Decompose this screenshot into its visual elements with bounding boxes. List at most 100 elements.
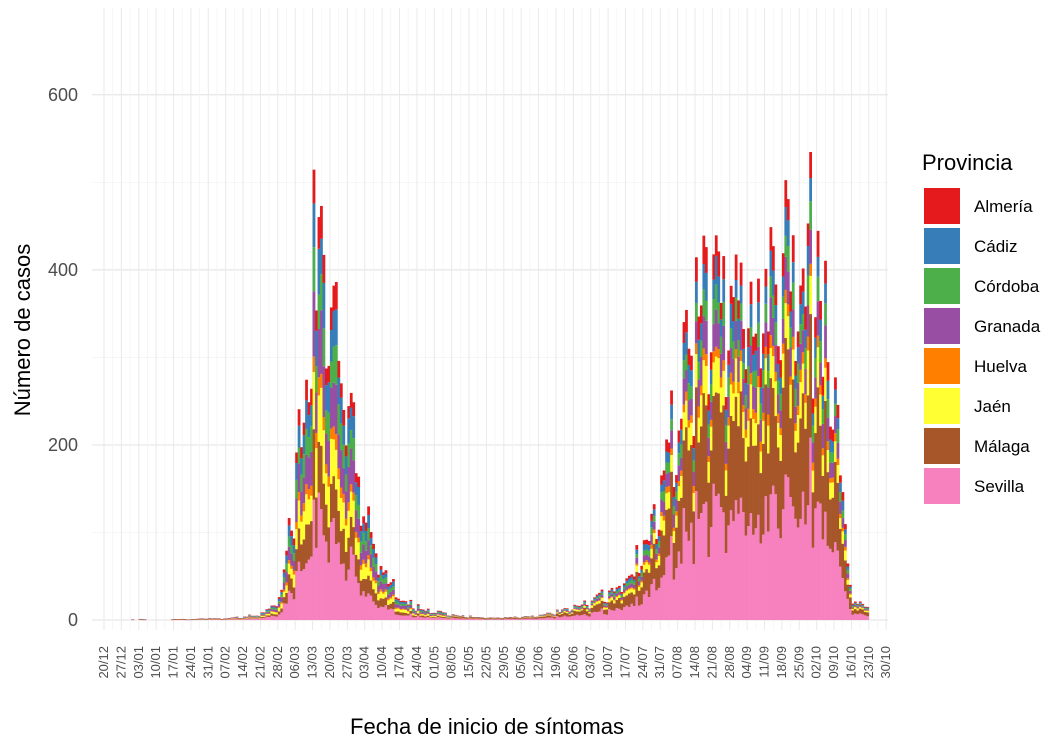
bar-segment xyxy=(665,493,668,510)
bar-segment xyxy=(277,603,281,608)
bar-segment xyxy=(620,610,624,620)
bar-segment xyxy=(650,548,654,559)
bar-segment xyxy=(595,594,599,596)
bar-segment xyxy=(699,513,703,620)
bar-segment xyxy=(824,283,827,304)
bar-segment xyxy=(712,254,716,280)
bar-segment xyxy=(836,550,840,620)
bar-segment xyxy=(379,565,383,570)
bar-segment xyxy=(650,584,654,620)
bar-segment xyxy=(585,607,589,610)
bar-segment xyxy=(672,496,676,507)
bar-segment xyxy=(826,441,830,450)
bar-segment xyxy=(831,429,835,442)
bar-segment xyxy=(762,333,765,354)
bar-segment xyxy=(411,609,415,611)
bar-segment xyxy=(506,618,510,620)
bar-segment xyxy=(585,615,589,620)
bar-segment xyxy=(426,611,430,614)
bar-segment xyxy=(672,579,676,620)
bar-segment xyxy=(553,616,557,619)
bar-segment xyxy=(352,554,356,620)
bar-segment xyxy=(791,235,795,263)
bar-segment xyxy=(272,614,276,617)
bar-segment xyxy=(354,495,358,511)
x-tick-label: 21/08 xyxy=(704,646,719,679)
bar-segment xyxy=(627,575,631,579)
bar-segment xyxy=(260,614,264,616)
bar-segment xyxy=(608,590,611,593)
bar-segment xyxy=(546,615,549,618)
bar-segment xyxy=(392,596,395,602)
bar-segment xyxy=(794,406,798,424)
bar-segment xyxy=(262,615,266,617)
bar-segment xyxy=(645,569,649,591)
bar-segment xyxy=(404,609,408,611)
bar-segment xyxy=(642,572,646,595)
bar-segment xyxy=(781,353,785,388)
bar-segment xyxy=(297,561,301,620)
bar-segment xyxy=(282,582,286,590)
bar-segment xyxy=(305,484,308,495)
bar-segment xyxy=(667,472,671,487)
bar-segment xyxy=(570,610,574,612)
bar-segment xyxy=(414,612,418,614)
bar-segment xyxy=(650,558,654,585)
bar-segment xyxy=(734,349,738,359)
bar-segment xyxy=(392,594,395,597)
bar-segment xyxy=(436,611,440,613)
bar-segment xyxy=(429,616,433,618)
bar-segment xyxy=(675,482,678,492)
bar-segment xyxy=(578,606,582,608)
bar-segment xyxy=(806,505,810,620)
bar-segment xyxy=(377,592,380,595)
x-tick-label: 10/07 xyxy=(600,646,615,679)
bar-segment xyxy=(451,615,455,617)
bar-segment xyxy=(401,612,405,616)
bar-segment xyxy=(831,482,835,498)
bar-segment xyxy=(742,348,745,364)
bar-segment xyxy=(784,207,788,236)
bar-segment xyxy=(744,369,748,384)
bar-segment xyxy=(568,612,572,614)
bar-segment xyxy=(409,601,413,603)
bar-segment xyxy=(752,445,755,535)
bar-segment xyxy=(302,454,306,478)
bar-segment xyxy=(570,612,574,614)
bar-segment xyxy=(469,617,472,619)
bar-segment xyxy=(580,615,584,620)
bar-segment xyxy=(421,617,425,620)
bar-segment xyxy=(290,565,294,569)
bar-segment xyxy=(374,553,378,558)
x-tick-label: 04/09 xyxy=(739,646,754,679)
bar-segment xyxy=(302,511,306,540)
bar-segment xyxy=(707,556,711,620)
bar-segment xyxy=(732,393,736,421)
bar-segment xyxy=(709,384,713,402)
bar-segment xyxy=(841,492,845,501)
bar-segment xyxy=(771,295,775,318)
bar-segment xyxy=(508,618,512,620)
bar-segment xyxy=(444,614,447,616)
bar-segment xyxy=(784,289,788,304)
bar-segment xyxy=(846,584,850,599)
bar-segment xyxy=(459,617,462,619)
bar-segment xyxy=(851,607,855,609)
bar-segment xyxy=(757,322,760,347)
bar-segment xyxy=(421,610,425,612)
bar-segment xyxy=(325,410,328,434)
bar-segment xyxy=(625,589,629,591)
bar-segment xyxy=(632,579,636,582)
bar-segment xyxy=(583,602,587,604)
bar-segment xyxy=(267,608,271,610)
bar-segment xyxy=(593,603,596,606)
bar-segment xyxy=(824,325,827,359)
bar-segment xyxy=(670,536,673,620)
bar-segment xyxy=(265,610,269,612)
bar-segment xyxy=(734,254,738,280)
bar-segment xyxy=(608,596,611,599)
bar-segment xyxy=(292,538,296,546)
bar-segment xyxy=(615,599,619,609)
bar-segment xyxy=(809,201,813,230)
bar-segment xyxy=(404,612,408,616)
